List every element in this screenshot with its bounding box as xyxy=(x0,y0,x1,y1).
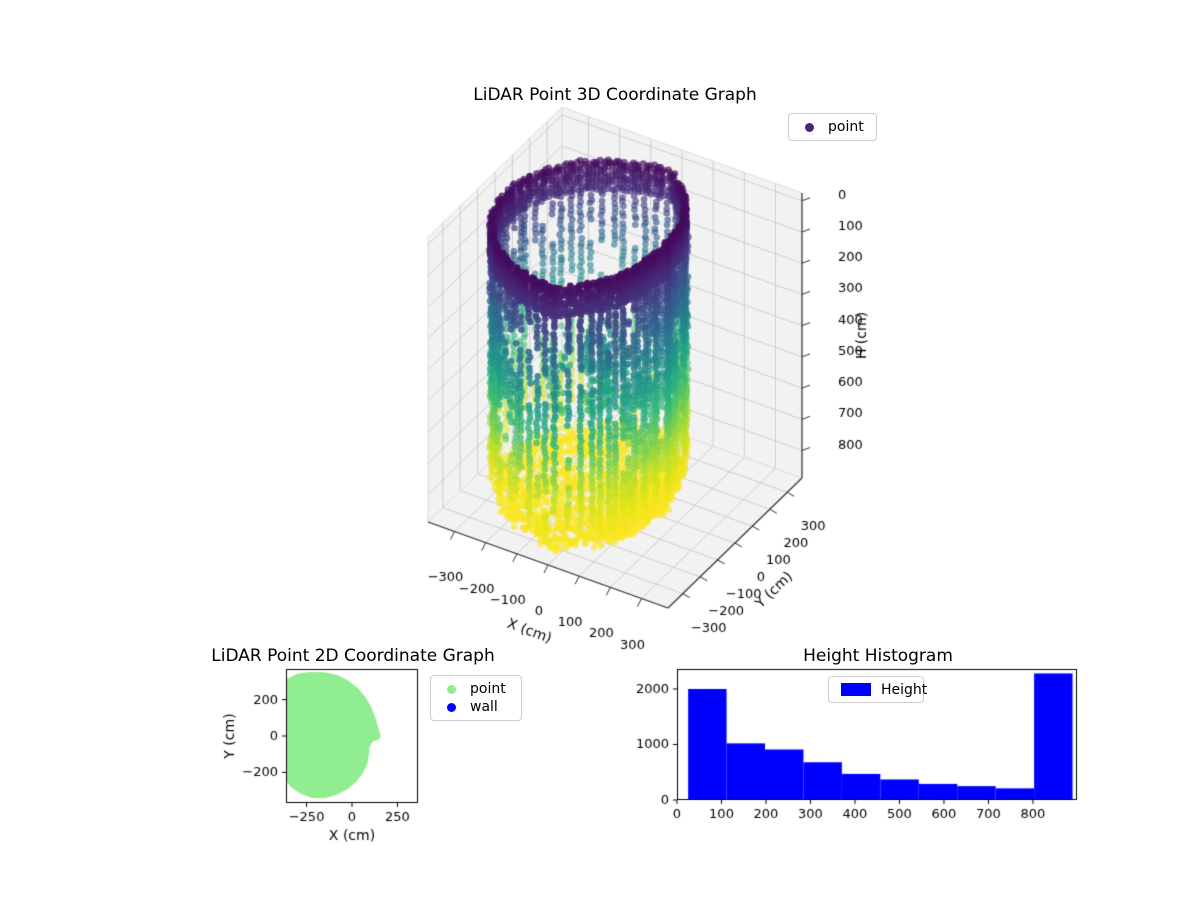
legend-label: Height xyxy=(881,681,928,698)
legend-entry-height: Height xyxy=(837,681,927,699)
plot2d-legend: point wall xyxy=(430,675,522,721)
height-swatch-icon xyxy=(841,683,871,696)
wall-marker-icon xyxy=(447,702,456,712)
legend-label: point xyxy=(828,119,864,135)
point-marker-icon xyxy=(805,122,814,132)
plot3d-legend: point xyxy=(788,113,877,141)
plot2d-title: LiDAR Point 2D Coordinate Graph xyxy=(211,646,495,666)
legend-label: point xyxy=(470,681,506,697)
legend-entry-wall: wall xyxy=(439,698,513,716)
legend-entry-point: point xyxy=(797,118,868,136)
point-marker-icon xyxy=(447,684,456,694)
plot3d-title: LiDAR Point 3D Coordinate Graph xyxy=(473,85,757,105)
legend-label: wall xyxy=(470,699,498,715)
histogram-title: Height Histogram xyxy=(803,646,953,666)
histogram-legend: Height xyxy=(828,676,927,703)
legend-entry-point: point xyxy=(439,680,513,698)
